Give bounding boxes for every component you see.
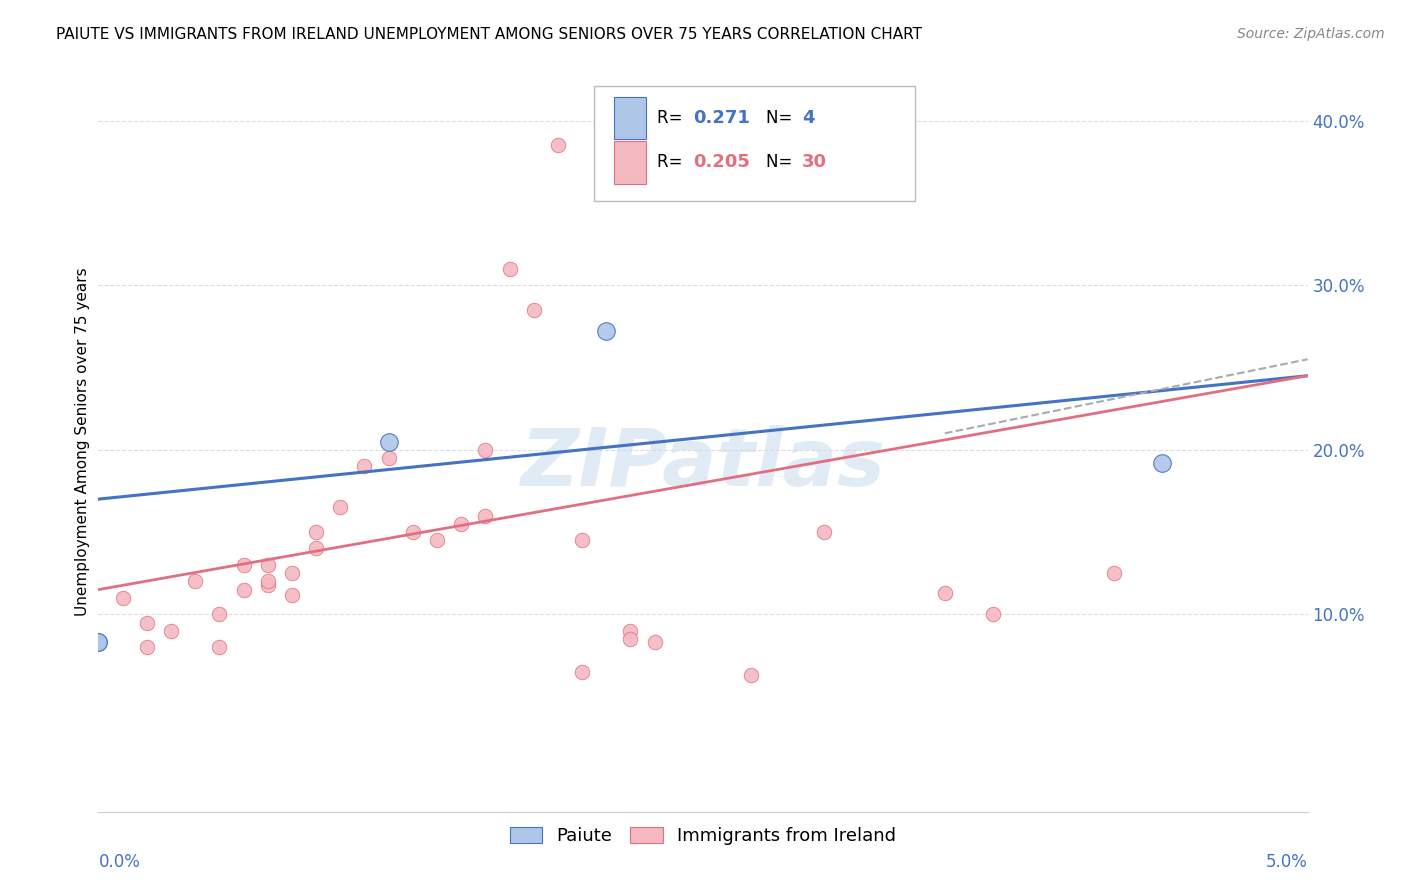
- Text: N=: N=: [766, 153, 797, 171]
- Text: 0.205: 0.205: [693, 153, 751, 171]
- Point: [474, 508, 496, 523]
- Point: [353, 459, 375, 474]
- Point: [934, 586, 956, 600]
- Point: [426, 533, 449, 548]
- Text: Source: ZipAtlas.com: Source: ZipAtlas.com: [1237, 27, 1385, 41]
- FancyBboxPatch shape: [613, 141, 647, 184]
- Point: [619, 624, 641, 638]
- Legend: Paiute, Immigrants from Ireland: Paiute, Immigrants from Ireland: [501, 818, 905, 855]
- Point: [135, 640, 157, 655]
- Point: [571, 533, 593, 548]
- Text: R=: R=: [657, 153, 688, 171]
- Point: [256, 558, 278, 572]
- Text: PAIUTE VS IMMIGRANTS FROM IRELAND UNEMPLOYMENT AMONG SENIORS OVER 75 YEARS CORRE: PAIUTE VS IMMIGRANTS FROM IRELAND UNEMPL…: [56, 27, 922, 42]
- Text: N=: N=: [766, 109, 797, 127]
- Point: [87, 635, 110, 649]
- Point: [1102, 566, 1125, 581]
- Text: R=: R=: [657, 109, 688, 127]
- Point: [135, 615, 157, 630]
- Point: [547, 138, 569, 153]
- Point: [281, 566, 304, 581]
- Point: [232, 582, 254, 597]
- Point: [498, 261, 520, 276]
- Point: [523, 302, 546, 317]
- Point: [208, 640, 231, 655]
- FancyBboxPatch shape: [595, 87, 915, 201]
- Point: [595, 324, 617, 338]
- Point: [256, 574, 278, 589]
- Text: 30: 30: [803, 153, 827, 171]
- Text: 4: 4: [803, 109, 814, 127]
- Point: [474, 442, 496, 457]
- Text: 0.271: 0.271: [693, 109, 751, 127]
- Point: [981, 607, 1004, 622]
- Point: [281, 588, 304, 602]
- Point: [740, 668, 762, 682]
- Point: [571, 665, 593, 679]
- Point: [87, 635, 110, 649]
- Point: [1152, 456, 1174, 470]
- Point: [329, 500, 352, 515]
- Point: [450, 516, 472, 531]
- Point: [232, 558, 254, 572]
- Text: 0.0%: 0.0%: [98, 853, 141, 871]
- Text: 5.0%: 5.0%: [1265, 853, 1308, 871]
- Point: [619, 632, 641, 646]
- Point: [256, 577, 278, 591]
- Y-axis label: Unemployment Among Seniors over 75 years: Unemployment Among Seniors over 75 years: [75, 268, 90, 615]
- Point: [644, 635, 666, 649]
- FancyBboxPatch shape: [613, 97, 647, 139]
- Point: [813, 524, 835, 539]
- Point: [305, 524, 328, 539]
- Point: [208, 607, 231, 622]
- Point: [184, 574, 207, 589]
- Point: [305, 541, 328, 556]
- Point: [377, 434, 399, 449]
- Point: [111, 591, 134, 605]
- Point: [160, 624, 183, 638]
- Point: [402, 524, 425, 539]
- Text: ZIPatlas: ZIPatlas: [520, 425, 886, 503]
- Point: [377, 450, 399, 465]
